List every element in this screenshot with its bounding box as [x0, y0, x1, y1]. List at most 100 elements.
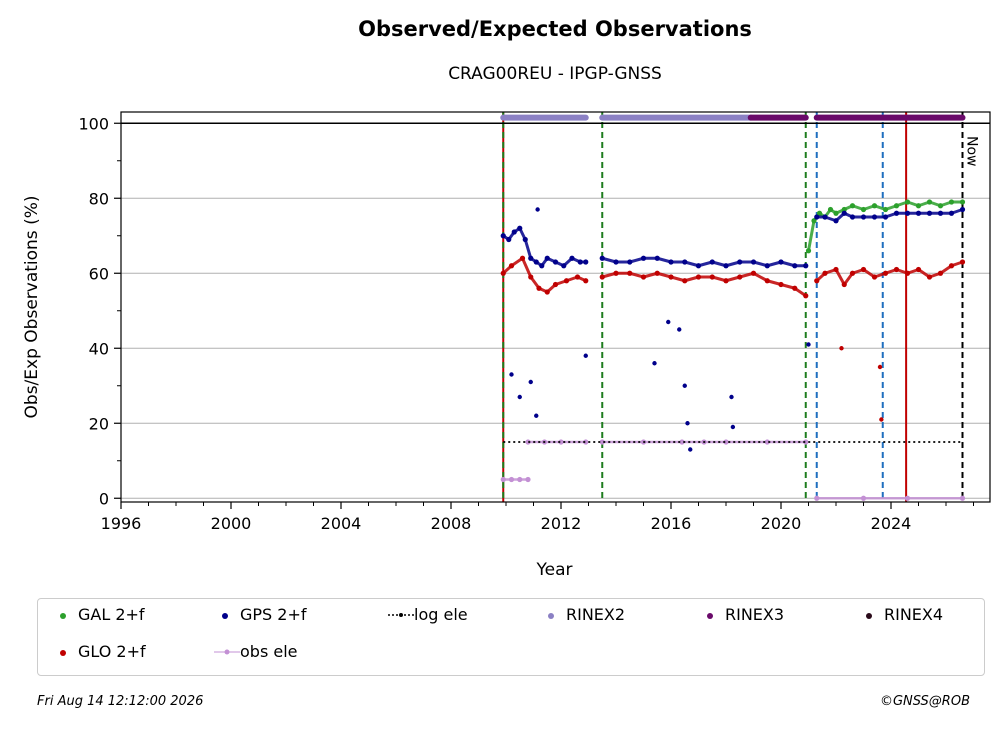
legend-label: log ele: [414, 605, 468, 624]
series-point-gps-2-f: [640, 255, 647, 261]
series-point-gps-2-f: [533, 259, 539, 265]
legend-item-rinex2: RINEX2: [540, 605, 625, 624]
legend-item-rinex4: RINEX4: [858, 605, 943, 624]
legend-label: GAL 2+f: [78, 605, 145, 624]
series-point-glo-2-f: [627, 270, 633, 276]
series-point-gps-2-f: [778, 259, 784, 265]
series-point-gps-2-f: [682, 259, 688, 265]
series-point-glo-2-f: [723, 278, 729, 284]
series-point-gal-2-f: [871, 203, 878, 209]
outlier-point: [528, 379, 533, 385]
series-point-gps-2-f: [814, 214, 820, 220]
series-point-glo-2-f: [871, 274, 878, 280]
series-point-obs-ele: [904, 495, 911, 501]
x-tick-label: 2004: [321, 514, 362, 533]
series-point-gps-2-f: [841, 210, 847, 216]
series-point-gps-2-f: [764, 263, 770, 269]
outlier-point: [688, 447, 693, 452]
footer-credit: ©GNSS@ROB: [879, 694, 970, 709]
legend-label: obs ele: [240, 642, 298, 661]
outlier-point: [730, 424, 736, 430]
x-tick-label: 2020: [761, 514, 802, 533]
outlier-point: [729, 394, 734, 400]
series-point-gps-2-f: [750, 259, 757, 265]
series-point-gps-2-f: [915, 210, 922, 216]
legend-item-log-ele: log ele: [388, 605, 468, 624]
chart-title: Observed/Expected Observations: [358, 17, 752, 41]
series-point-gal-2-f: [827, 206, 834, 213]
series-point-glo-2-f: [882, 270, 889, 276]
outlier-point: [535, 207, 540, 212]
series-point-gal-2-f: [816, 210, 823, 216]
series-point-obs-ele: [723, 439, 729, 445]
series-point-glo-2-f: [893, 266, 900, 273]
series-point-gps-2-f: [882, 214, 889, 220]
series-point-gps-2-f: [561, 263, 567, 269]
series-point-gps-2-f: [668, 259, 674, 265]
series-point-gps-2-f: [522, 236, 528, 243]
y-tick-label: 80: [89, 189, 109, 208]
y-tick-label: 20: [89, 414, 109, 433]
series-point-obs-ele: [803, 439, 809, 445]
series-point-gal-2-f: [948, 199, 955, 205]
series-point-glo-2-f: [583, 278, 589, 284]
series-point-gps-2-f: [552, 259, 559, 265]
series-point-glo-2-f: [654, 270, 660, 276]
legend-marker: [548, 612, 554, 619]
series-point-gps-2-f: [517, 225, 523, 231]
legend-marker: [222, 612, 228, 619]
legend-marker: [866, 612, 872, 619]
series-point-gps-2-f: [528, 255, 534, 261]
series-point-gal-2-f: [849, 203, 856, 209]
series-point-glo-2-f: [500, 270, 506, 276]
legend-item-gps: GPS 2+f: [214, 605, 307, 624]
outlier-point: [509, 372, 514, 377]
series-point-gps-2-f: [860, 214, 867, 220]
series-point-gps-2-f: [613, 259, 619, 265]
series-point-glo-2-f: [841, 281, 847, 288]
series-point-gal-2-f: [926, 199, 933, 205]
y-tick-label: 0: [99, 489, 109, 508]
series-point-gps-2-f: [937, 210, 944, 216]
legend-marker: [60, 649, 66, 656]
x-tick-label: 2024: [871, 514, 912, 533]
series-point-gal-2-f: [805, 248, 812, 254]
series-point-glo-2-f: [822, 270, 828, 276]
x-tick-label: 1996: [101, 514, 142, 533]
series-point-glo-2-f: [552, 281, 559, 288]
outlier-point: [652, 361, 657, 366]
series-point-gps-2-f: [926, 210, 933, 216]
series-point-glo-2-f: [599, 274, 605, 280]
series-point-obs-ele: [508, 476, 515, 483]
x-tick-label: 2000: [211, 514, 252, 533]
series-point-gal-2-f: [904, 199, 911, 205]
series-point-obs-ele: [517, 476, 523, 483]
outlier-point: [517, 394, 522, 400]
series-point-glo-2-f: [750, 270, 757, 276]
series-point-glo-2-f: [668, 274, 674, 280]
outlier-point: [534, 413, 539, 418]
series-point-gps-2-f: [792, 263, 798, 269]
x-tick-label: 2008: [431, 514, 472, 533]
series-point-glo-2-f: [814, 278, 820, 284]
series-point-glo-2-f: [778, 281, 784, 288]
legend-label: RINEX2: [566, 605, 626, 624]
series-point-glo-2-f: [937, 270, 944, 276]
y-tick-label: 60: [89, 264, 109, 283]
series-point-gal-2-f: [915, 203, 922, 209]
series-point-gal-2-f: [893, 203, 900, 209]
series-point-gps-2-f: [959, 206, 966, 213]
series-point-gal-2-f: [937, 203, 944, 209]
outlier-point: [839, 346, 844, 351]
legend-item-rinex3: RINEX3: [699, 605, 784, 624]
series-point-obs-ele: [679, 439, 685, 445]
series-point-gps-2-f: [577, 259, 583, 265]
series-point-gps-2-f: [737, 259, 743, 265]
series-point-gps-2-f: [627, 259, 633, 265]
chart-legend: GAL 2+f GPS 2+f log ele RINEX2 RINEX3 RI…: [37, 598, 985, 676]
series-point-gps-2-f: [506, 236, 512, 243]
series-point-obs-ele: [583, 439, 589, 445]
series-point-gps-2-f: [695, 263, 702, 269]
legend-item-gal: GAL 2+f: [52, 605, 145, 624]
legend-label: RINEX3: [725, 605, 785, 624]
